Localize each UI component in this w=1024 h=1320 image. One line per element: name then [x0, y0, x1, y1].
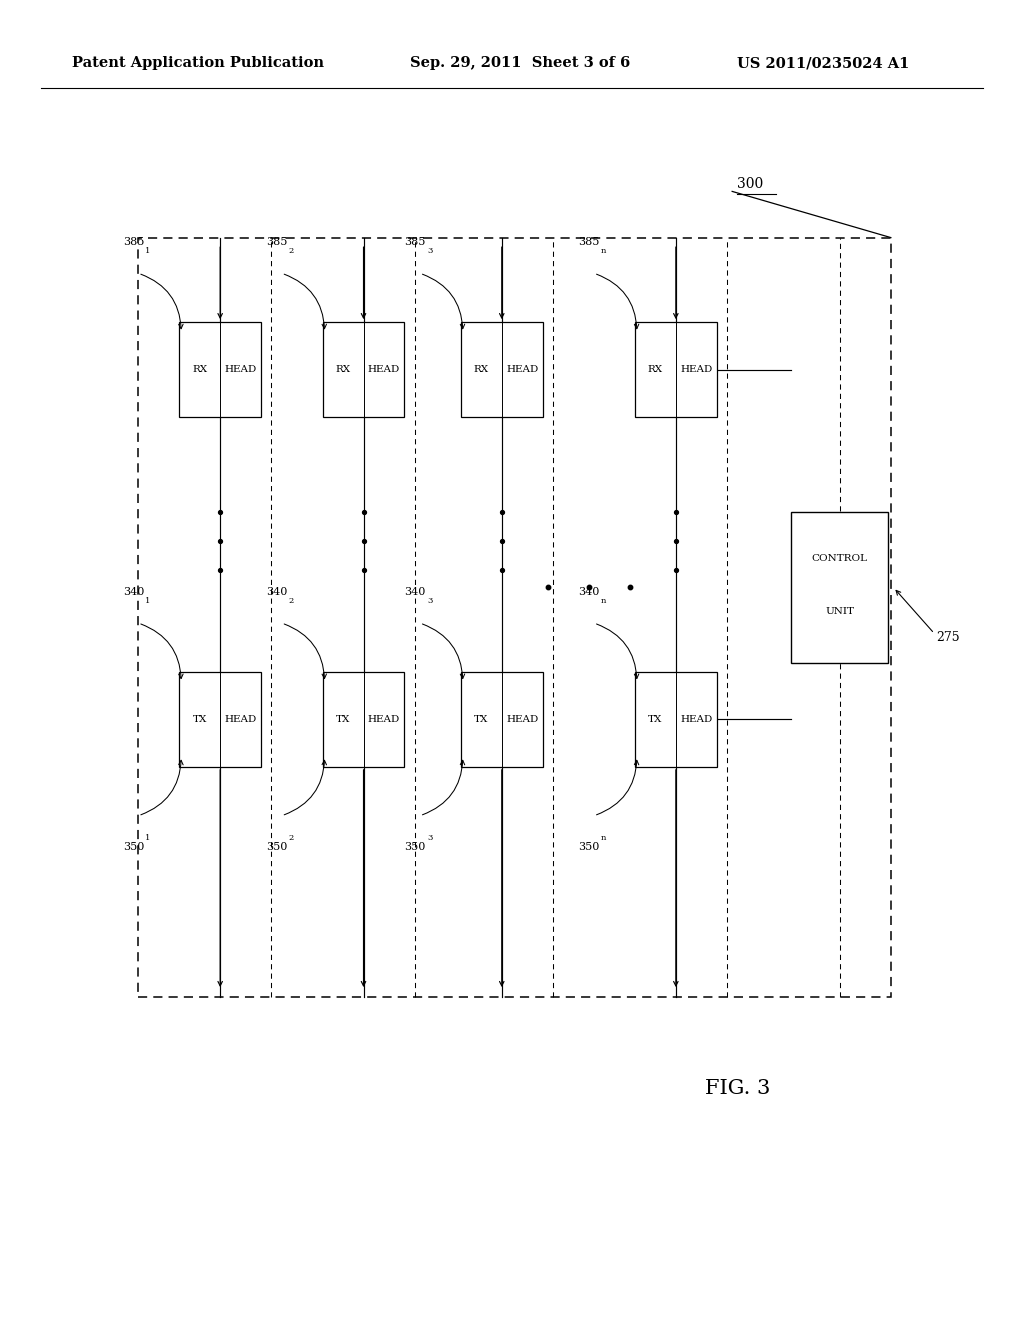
Text: n: n: [601, 834, 606, 842]
Text: 350: 350: [404, 842, 426, 853]
Text: HEAD: HEAD: [224, 366, 257, 374]
Text: FIG. 3: FIG. 3: [705, 1080, 770, 1098]
Bar: [138, 238, 891, 997]
Bar: [791, 511, 888, 663]
Text: TX: TX: [336, 715, 350, 723]
Text: RX: RX: [336, 366, 350, 374]
Bar: [461, 322, 543, 417]
Text: Patent Application Publication: Patent Application Publication: [72, 57, 324, 70]
Text: 1: 1: [145, 247, 151, 255]
Text: 3: 3: [427, 597, 432, 605]
Text: HEAD: HEAD: [224, 715, 257, 723]
Text: 340: 340: [266, 586, 288, 597]
Text: RX: RX: [474, 366, 488, 374]
Text: US 2011/0235024 A1: US 2011/0235024 A1: [737, 57, 909, 70]
Text: 340: 340: [579, 586, 600, 597]
Bar: [179, 322, 261, 417]
Text: 3: 3: [427, 247, 432, 255]
Text: 340: 340: [123, 586, 144, 597]
Text: n: n: [601, 247, 606, 255]
Bar: [323, 672, 404, 767]
Text: 300: 300: [737, 177, 764, 191]
Text: 350: 350: [123, 842, 144, 853]
Text: 340: 340: [404, 586, 426, 597]
Text: 2: 2: [289, 834, 294, 842]
Text: HEAD: HEAD: [506, 366, 539, 374]
Text: HEAD: HEAD: [368, 366, 400, 374]
Text: RX: RX: [193, 366, 207, 374]
Text: 275: 275: [936, 631, 961, 644]
Text: 3: 3: [427, 834, 432, 842]
Text: HEAD: HEAD: [680, 366, 713, 374]
Text: 2: 2: [289, 247, 294, 255]
Text: HEAD: HEAD: [368, 715, 400, 723]
Text: 385: 385: [123, 236, 144, 247]
Bar: [179, 672, 261, 767]
Text: 350: 350: [579, 842, 600, 853]
Text: 2: 2: [289, 597, 294, 605]
Text: 1: 1: [145, 597, 151, 605]
Text: Sep. 29, 2011  Sheet 3 of 6: Sep. 29, 2011 Sheet 3 of 6: [410, 57, 630, 70]
Text: 385: 385: [579, 236, 600, 247]
Text: HEAD: HEAD: [506, 715, 539, 723]
Text: 1: 1: [145, 834, 151, 842]
Text: 385: 385: [404, 236, 426, 247]
Text: TX: TX: [648, 715, 663, 723]
Text: HEAD: HEAD: [680, 715, 713, 723]
Bar: [323, 322, 404, 417]
Bar: [635, 672, 717, 767]
Text: RX: RX: [648, 366, 663, 374]
Text: TX: TX: [193, 715, 207, 723]
Text: TX: TX: [474, 715, 488, 723]
Text: 385: 385: [266, 236, 288, 247]
Text: 350: 350: [266, 842, 288, 853]
Text: n: n: [601, 597, 606, 605]
Bar: [635, 322, 717, 417]
Bar: [461, 672, 543, 767]
Text: UNIT: UNIT: [825, 607, 854, 615]
Text: CONTROL: CONTROL: [812, 554, 867, 562]
